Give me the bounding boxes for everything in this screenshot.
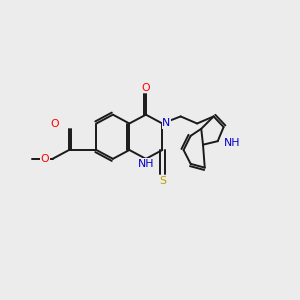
Text: N: N xyxy=(162,118,171,128)
Text: O: O xyxy=(51,119,59,129)
Text: NH: NH xyxy=(224,138,241,148)
Text: S: S xyxy=(159,176,166,186)
Text: O: O xyxy=(41,154,49,164)
Text: O: O xyxy=(142,82,150,93)
Text: NH: NH xyxy=(138,159,154,169)
